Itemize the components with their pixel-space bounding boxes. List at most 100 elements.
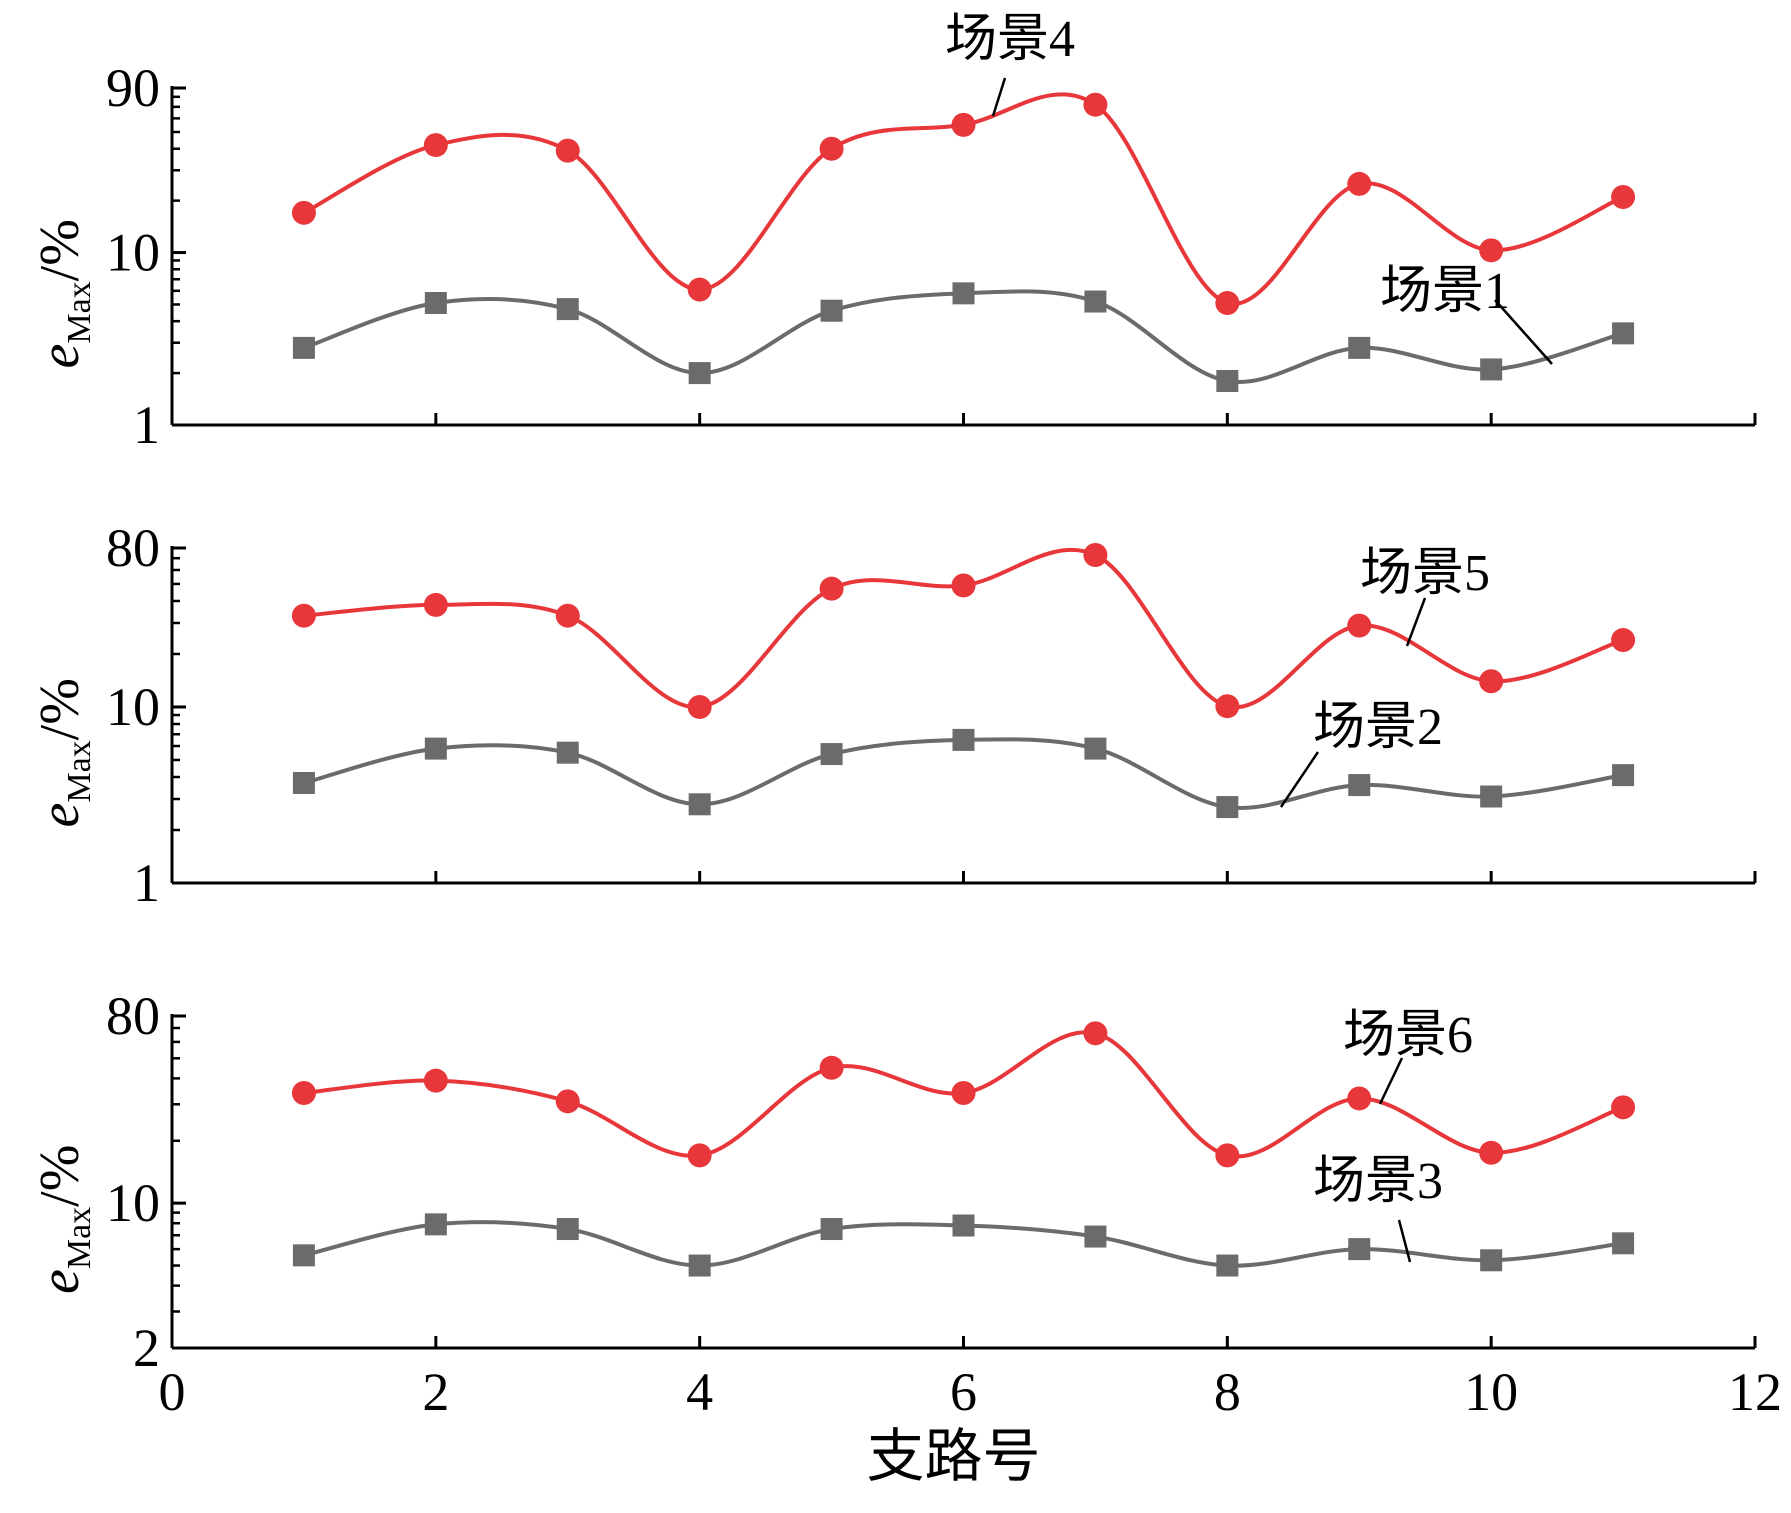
y-tick-label: 2: [133, 1318, 160, 1378]
x-tick-label: 10: [1464, 1362, 1518, 1422]
data-point: [688, 362, 711, 385]
data-point: [1480, 358, 1503, 381]
data-point: [952, 728, 975, 751]
data-point: [1083, 92, 1108, 117]
data-point: [556, 298, 579, 321]
data-point: [951, 1081, 976, 1106]
annotation-pointer: [991, 77, 1007, 117]
data-point: [1612, 1232, 1635, 1255]
panel-1: 1 10 90 eMax/% 场景4 场景1: [29, 11, 1757, 455]
x-tick-label: 12: [1728, 1362, 1782, 1422]
data-point: [820, 1218, 843, 1241]
data-point: [291, 200, 316, 225]
series-annotation: 场景3: [1313, 1153, 1443, 1210]
data-point: [820, 743, 843, 766]
data-point: [423, 133, 448, 158]
data-point: [292, 336, 315, 359]
y-tick-label: 90: [106, 58, 160, 118]
annotation-pointer: [1397, 1219, 1412, 1263]
data-point: [819, 576, 844, 601]
series-line-1: [303, 92, 1624, 306]
annotation-pointer: [1405, 597, 1427, 647]
data-point: [952, 1214, 975, 1237]
x-tick-label: 8: [1214, 1362, 1241, 1422]
x-tick-label: 2: [422, 1362, 449, 1422]
x-tick-label: 6: [950, 1362, 977, 1422]
annotation-pointer: [1378, 1057, 1404, 1105]
series-annotation: 场景6: [1343, 1007, 1473, 1064]
data-point: [688, 1254, 711, 1277]
data-point: [1215, 1143, 1240, 1168]
data-point: [1216, 796, 1239, 819]
data-point: [952, 282, 975, 305]
data-point: [688, 793, 711, 816]
data-point: [1479, 669, 1504, 694]
data-point: [1611, 628, 1636, 653]
data-point: [951, 573, 976, 598]
data-point: [1084, 290, 1107, 313]
data-point: [555, 1089, 580, 1114]
data-point: [291, 1081, 316, 1106]
data-point: [820, 299, 843, 322]
data-point: [687, 694, 712, 719]
data-point: [1215, 694, 1240, 719]
y-tick-label: 1: [133, 853, 160, 913]
y-tick-label: 1: [133, 395, 160, 455]
data-point: [292, 771, 315, 794]
y-axis-label: eMax/%: [29, 1145, 98, 1294]
data-point: [1084, 737, 1107, 760]
data-point: [1480, 1249, 1503, 1272]
data-point: [424, 1213, 447, 1236]
data-point: [1347, 613, 1372, 638]
data-point: [1479, 1140, 1504, 1165]
series-annotation: 场景1: [1380, 263, 1510, 320]
data-point: [292, 1244, 315, 1267]
data-point: [1083, 1021, 1108, 1046]
data-point: [1348, 336, 1371, 359]
data-point: [951, 112, 976, 137]
panel-2: 1 10 80 eMax/% 场景5 场景2: [29, 518, 1757, 913]
data-point: [1611, 184, 1636, 209]
data-point: [555, 603, 580, 628]
x-tick-label: 0: [159, 1362, 186, 1422]
series-annotation: 场景2: [1313, 699, 1443, 756]
data-point: [1479, 238, 1504, 263]
data-point: [424, 291, 447, 314]
data-point: [687, 1143, 712, 1168]
annotation-pointer: [1279, 751, 1320, 808]
series-annotation: 场景5: [1360, 545, 1490, 602]
y-tick-label: 10: [106, 1173, 160, 1233]
data-point: [424, 737, 447, 760]
y-tick-label: 80: [106, 518, 160, 578]
data-point: [1084, 1225, 1107, 1248]
y-axis-label: eMax/%: [29, 219, 98, 368]
y-tick-label: 80: [106, 986, 160, 1046]
data-point: [1612, 764, 1635, 787]
data-point: [556, 741, 579, 764]
y-axis-label: eMax/%: [29, 678, 98, 827]
data-point: [1612, 322, 1635, 345]
data-point: [291, 603, 316, 628]
annotation-pointer: [1494, 299, 1553, 365]
data-point: [1347, 171, 1372, 196]
data-point: [1348, 774, 1371, 797]
data-point: [423, 592, 448, 617]
data-point: [556, 1218, 579, 1241]
data-point: [1611, 1095, 1636, 1120]
data-point: [1216, 369, 1239, 392]
data-point: [1480, 785, 1503, 808]
data-point: [1348, 1238, 1371, 1261]
x-axis-label: 支路号: [866, 1424, 1040, 1489]
data-point: [555, 138, 580, 163]
data-point: [819, 1055, 844, 1080]
data-point: [423, 1068, 448, 1093]
series-annotation: 场景4: [945, 11, 1075, 68]
data-point: [819, 136, 844, 161]
x-tick-label: 4: [686, 1362, 713, 1422]
data-point: [1083, 543, 1108, 568]
data-point: [1216, 1254, 1239, 1277]
y-tick-label: 10: [106, 677, 160, 737]
y-tick-label: 10: [106, 223, 160, 283]
